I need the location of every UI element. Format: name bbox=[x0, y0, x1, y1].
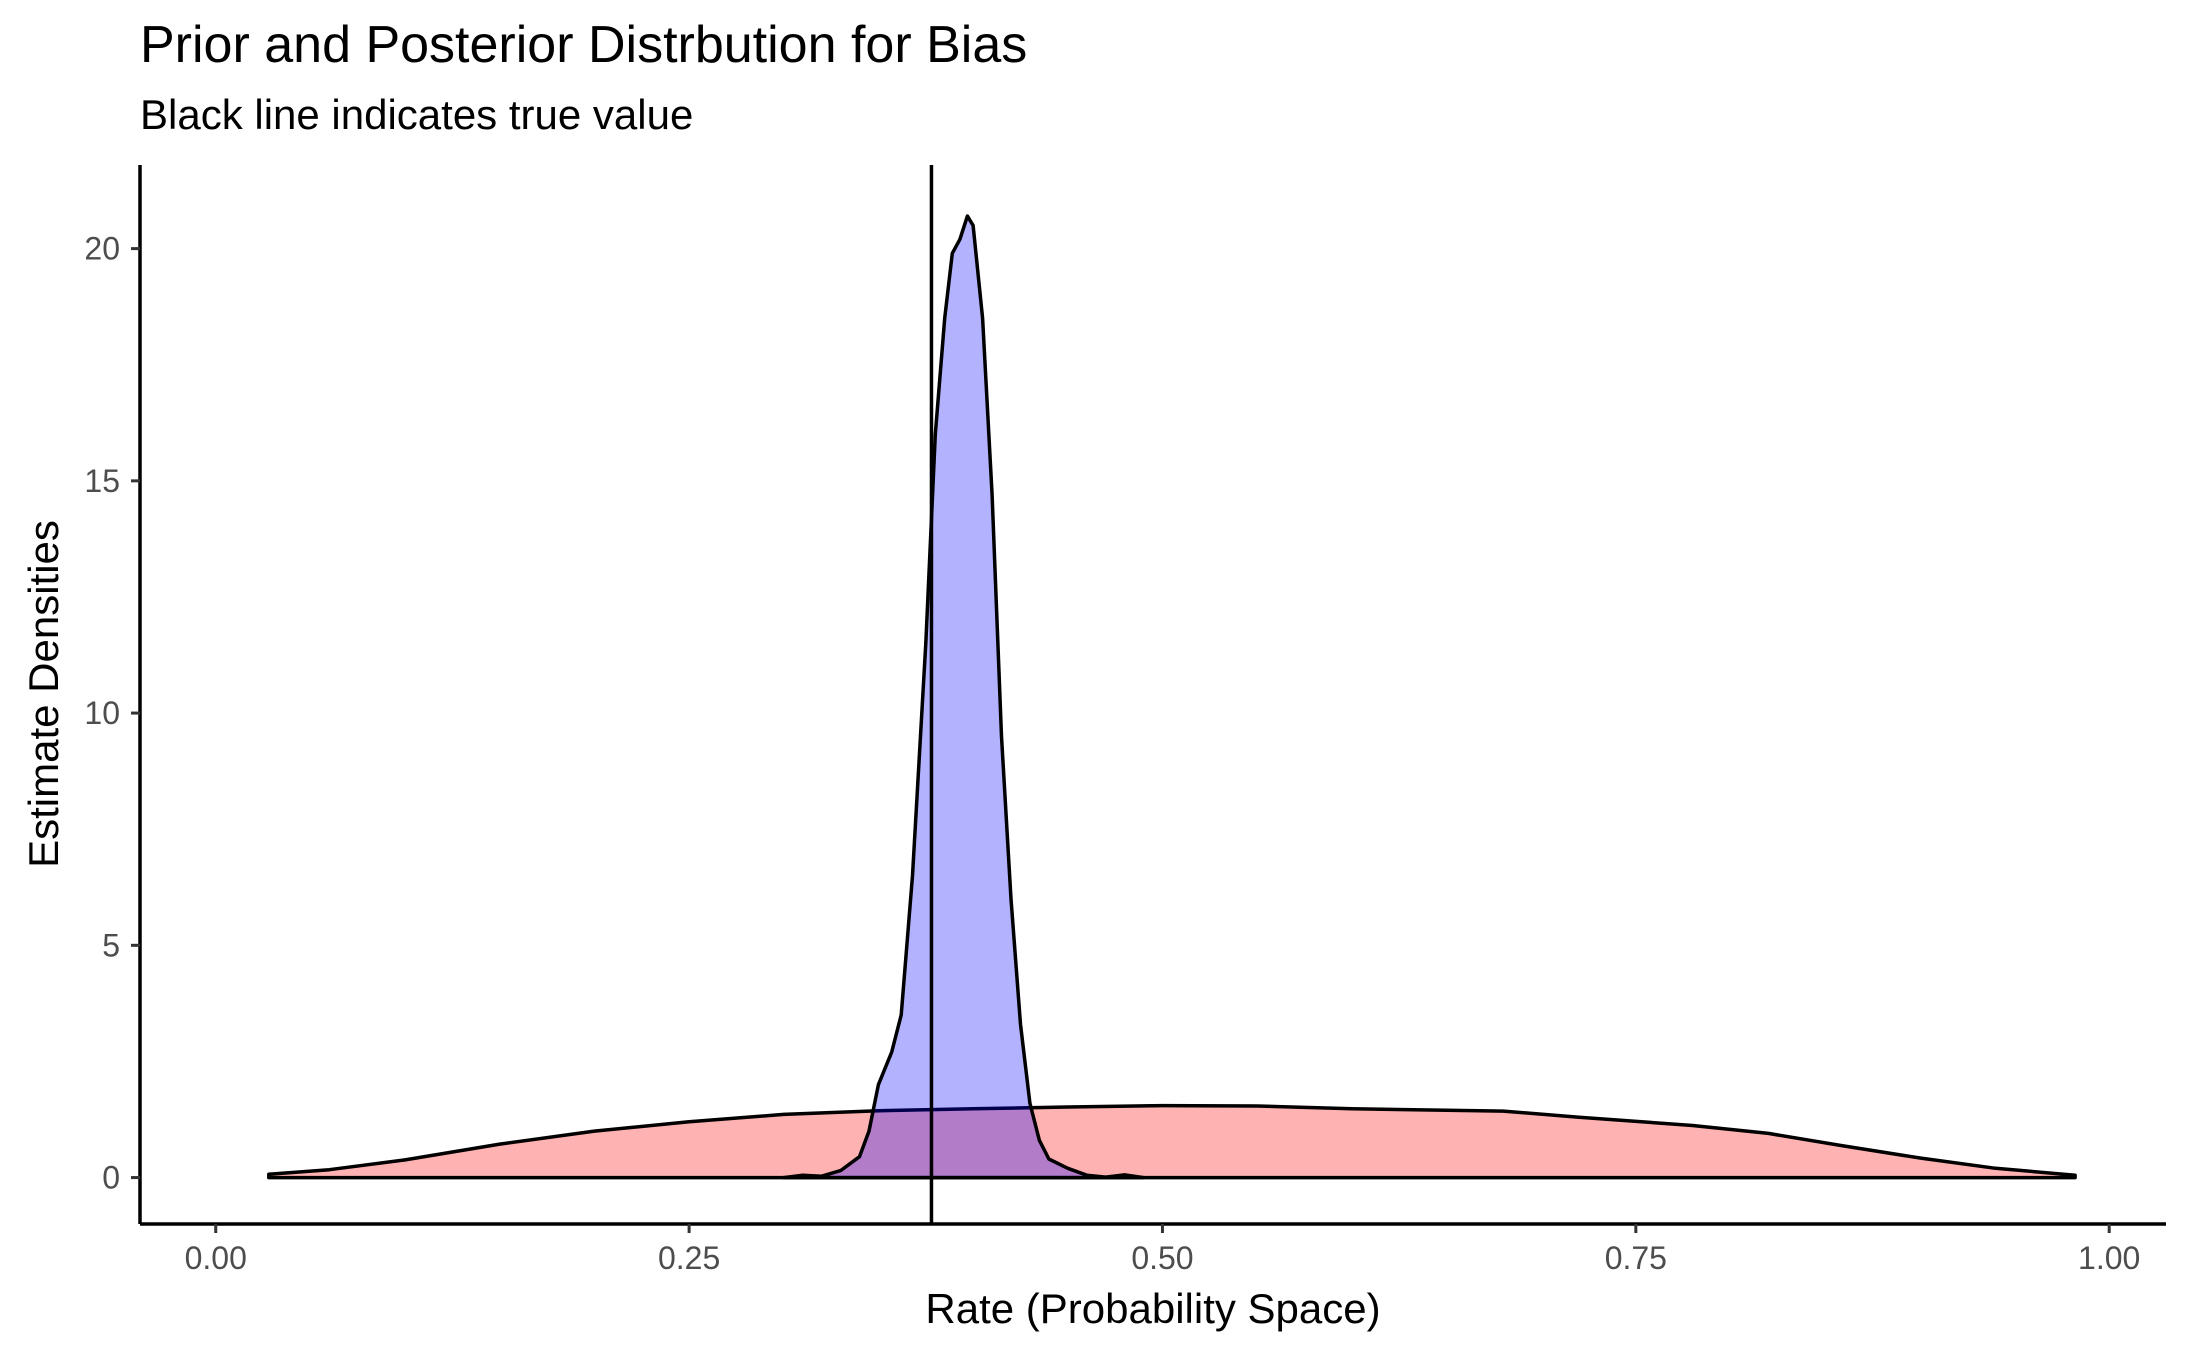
y-tick-label: 10 bbox=[84, 695, 120, 731]
density-areas bbox=[267, 214, 2077, 1180]
y-tick-label: 15 bbox=[84, 463, 120, 499]
chart-subtitle: Black line indicates true value bbox=[140, 91, 693, 138]
x-tick-label: 0.50 bbox=[1131, 1240, 1193, 1276]
density-area-1 bbox=[783, 216, 1144, 1178]
x-tick-label: 0.25 bbox=[658, 1240, 720, 1276]
y-tick-label: 0 bbox=[102, 1160, 120, 1196]
y-tick-label: 20 bbox=[84, 231, 120, 267]
y-tick-label: 5 bbox=[102, 927, 120, 963]
x-axis-title: Rate (Probability Space) bbox=[925, 1285, 1380, 1332]
x-ticks: 0.00 0.25 0.50 0.75 1.00 bbox=[185, 1224, 2140, 1276]
x-tick-label: 0.00 bbox=[185, 1240, 247, 1276]
x-tick-label: 1.00 bbox=[2078, 1240, 2140, 1276]
density-area-0 bbox=[268, 1105, 2076, 1178]
x-tick-label: 0.75 bbox=[1605, 1240, 1667, 1276]
axes bbox=[138, 165, 2166, 1226]
density-outline-0 bbox=[267, 1103, 2077, 1180]
y-axis-title: Estimate Densities bbox=[20, 520, 67, 868]
chart-title: Prior and Posterior Distrbution for Bias bbox=[140, 16, 1027, 74]
density-outline-1 bbox=[782, 214, 1146, 1180]
y-ticks: 0 5 10 15 20 bbox=[84, 231, 140, 1196]
